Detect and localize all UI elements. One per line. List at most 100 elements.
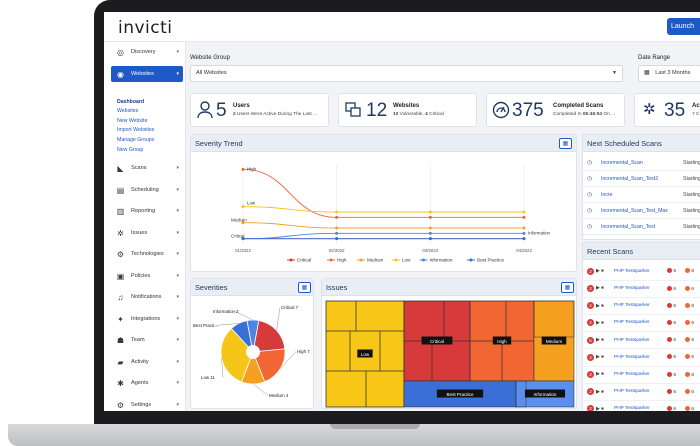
data-point[interactable] bbox=[428, 237, 432, 241]
pie-slice-high[interactable] bbox=[252, 348, 286, 383]
sidebar-item-policies[interactable]: ▣ Policies ▾ bbox=[111, 268, 183, 284]
pie-slice-critical[interactable] bbox=[252, 320, 286, 353]
issues-panel: Issues ▦ bbox=[321, 278, 577, 409]
data-point[interactable] bbox=[522, 215, 526, 219]
data-point[interactable] bbox=[522, 237, 526, 241]
scheduled-scan-name[interactable]: Incre bbox=[601, 191, 613, 198]
recent-scan-row[interactable]: 2 ▶ ⏹ PHP Testsparker 6 6 bbox=[583, 366, 700, 384]
data-point[interactable] bbox=[335, 226, 339, 230]
websites-subitem[interactable]: New Website bbox=[117, 118, 148, 124]
sidebar-item-discovery[interactable]: ◎ Discovery ▾ bbox=[111, 44, 183, 60]
sidebar-item-reporting[interactable]: ▥ Reporting ▾ bbox=[111, 203, 183, 219]
bug-icon: ✲ bbox=[117, 228, 124, 238]
legend-marker bbox=[329, 258, 333, 262]
data-point[interactable] bbox=[241, 221, 245, 225]
sidebar-item-issues[interactable]: ✲ Issues ▾ bbox=[111, 225, 183, 241]
recent-scan-name[interactable]: PHP Testsparker bbox=[614, 337, 650, 343]
recent-scan-row[interactable]: 5 ▶ ⏹ PHP Testsparker 6 6 bbox=[583, 332, 700, 350]
legend-item[interactable]: Information bbox=[430, 258, 453, 263]
table-view-button[interactable]: ▦ bbox=[559, 138, 572, 149]
sidebar-item-agents[interactable]: ✱ Agents ▾ bbox=[111, 375, 183, 391]
scheduled-scan-name[interactable]: Incremental_Scan_Test_Max bbox=[601, 207, 668, 214]
scheduled-scan-name[interactable]: Incremental_Scan_Test bbox=[601, 223, 656, 230]
users-card[interactable]: 5 Users 2 Users Were Active During The L… bbox=[190, 93, 329, 127]
app-logo[interactable]: invicti bbox=[118, 18, 173, 38]
data-point[interactable] bbox=[335, 215, 339, 219]
date-range-select[interactable]: ▦ Last 3 Months bbox=[638, 65, 700, 82]
websites-subitem[interactable]: Manage Groups bbox=[117, 137, 155, 143]
data-point[interactable] bbox=[335, 231, 339, 235]
sidebar-item-websites[interactable]: ◉ Websites ▾ bbox=[111, 66, 183, 82]
recent-scan-name[interactable]: PHP Testsparker bbox=[614, 354, 650, 360]
agent-icon: ✱ bbox=[117, 378, 124, 388]
pie-slice-low[interactable] bbox=[220, 327, 254, 383]
table-view-button[interactable]: ▦ bbox=[298, 282, 311, 293]
legend-item[interactable]: Critical bbox=[297, 258, 311, 263]
websites-subitem[interactable]: Websites bbox=[117, 108, 139, 114]
website-group-select[interactable]: All Websites ▼ bbox=[190, 65, 623, 82]
scheduled-scan-row[interactable]: ◷ Incremental_Scan_Test_Max Starting bbox=[583, 203, 700, 219]
sidebar-item-scans[interactable]: ◣ Scans ▾ bbox=[111, 160, 183, 176]
status-icons: ▶ ⏹ bbox=[596, 285, 604, 292]
table-view-button[interactable]: ▦ bbox=[561, 282, 574, 293]
recent-scan-name[interactable]: PHP Testsparker bbox=[614, 406, 650, 411]
completed-scans-card[interactable]: 375 Completed Scans Completed In 06:46:0… bbox=[486, 93, 625, 127]
sidebar-item-integrations[interactable]: ✦ Integrations ▾ bbox=[111, 311, 183, 327]
data-point[interactable] bbox=[428, 231, 432, 235]
sidebar-item-technologies[interactable]: ⚙ Technologies ▾ bbox=[111, 246, 183, 262]
legend-item[interactable]: Medium bbox=[367, 258, 384, 263]
treemap-label-bg bbox=[541, 336, 567, 345]
sidebar-item-label: Notifications bbox=[131, 294, 162, 300]
recent-scan-row[interactable]: 2 ▶ ⏹ PHP Testsparker 6 6 bbox=[583, 349, 700, 367]
data-point[interactable] bbox=[522, 210, 526, 214]
recent-scan-name[interactable]: PHP Testsparker bbox=[614, 371, 650, 377]
sidebar-item-notifications[interactable]: ♫ Notifications ▾ bbox=[111, 289, 183, 305]
data-point[interactable] bbox=[522, 231, 526, 235]
recent-scan-name[interactable]: PHP Testsparker bbox=[614, 268, 650, 274]
severities-title: Severities bbox=[191, 279, 313, 296]
recent-scan-name[interactable]: PHP Testsparker bbox=[614, 389, 650, 395]
plug-icon: ✦ bbox=[117, 314, 124, 324]
data-point[interactable] bbox=[428, 210, 432, 214]
scheduled-scan-row[interactable]: ◷ Incremental_Scan_Test Starting bbox=[583, 219, 700, 235]
active-issues-card[interactable]: ✲ 35 Ac 7 C bbox=[634, 93, 700, 127]
scheduled-scan-name[interactable]: Incremental_Scan bbox=[601, 159, 643, 166]
clock-icon: ◷ bbox=[587, 176, 593, 182]
recent-scan-row[interactable]: 2 ▶ ⏹ PHP Testsparker 6 6 bbox=[583, 315, 700, 333]
recent-scan-row[interactable]: 2 ▶ ⏹ PHP Testsparker 6 6 bbox=[583, 401, 700, 411]
websites-subitem[interactable]: New Group bbox=[117, 147, 144, 153]
websites-subitem[interactable]: Import Websites bbox=[117, 127, 155, 133]
sidebar-item-settings[interactable]: ⚙ Settings ▾ bbox=[111, 397, 183, 411]
data-point[interactable] bbox=[428, 226, 432, 230]
data-point[interactable] bbox=[335, 237, 339, 241]
treemap-label: Low bbox=[361, 352, 370, 357]
scheduled-scan-row[interactable]: ◷ Incre Starting bbox=[583, 187, 700, 203]
scheduled-scan-row[interactable]: ◷ Incremental_Scan Starting bbox=[583, 155, 700, 171]
data-point[interactable] bbox=[522, 226, 526, 230]
data-point[interactable] bbox=[428, 215, 432, 219]
websites-subitem[interactable]: Dashboard bbox=[117, 99, 145, 105]
critical-count: 6 bbox=[667, 268, 676, 274]
scheduled-scan-name[interactable]: Incremental_Scan_Test2 bbox=[601, 175, 659, 182]
websites-card[interactable]: 12 Websites 10 Vulnerable, 4 Critical bbox=[338, 93, 477, 127]
legend-item[interactable]: Low bbox=[402, 258, 411, 263]
recent-scan-name[interactable]: PHP Testsparker bbox=[614, 320, 650, 326]
sidebar-item-activity[interactable]: ▰ Activity ▾ bbox=[111, 354, 183, 370]
sidebar-item-team[interactable]: ☗ Team ▾ bbox=[111, 332, 183, 348]
series-line-information bbox=[242, 232, 524, 240]
recent-scan-row[interactable]: 2 ▶ ⏹ PHP Testsparker 6 6 bbox=[583, 383, 700, 401]
recent-scan-row[interactable]: 2 ▶ ⏹ PHP Testsparker 6 6 bbox=[583, 297, 700, 315]
data-point[interactable] bbox=[241, 205, 245, 209]
recent-scan-name[interactable]: PHP Testsparker bbox=[614, 303, 650, 309]
data-point[interactable] bbox=[241, 167, 245, 171]
legend-item[interactable]: Best Practice bbox=[477, 258, 505, 263]
legend-item[interactable]: High bbox=[337, 258, 347, 263]
recent-scan-row[interactable]: 2 ▶ ⏹ PHP Testsparker 6 6 bbox=[583, 280, 700, 298]
data-point[interactable] bbox=[335, 210, 339, 214]
data-point[interactable] bbox=[241, 237, 245, 241]
launch-button[interactable]: Launch bbox=[667, 18, 700, 35]
sidebar-item-scheduling[interactable]: ▤ Scheduling ▾ bbox=[111, 182, 183, 198]
recent-scan-name[interactable]: PHP Testsparker bbox=[614, 285, 650, 291]
recent-scan-row[interactable]: 2 ▶ ⏹ PHP Testsparker 6 6 bbox=[583, 263, 700, 281]
scheduled-scan-row[interactable]: ◷ Incremental_Scan_Test2 Starting bbox=[583, 171, 700, 187]
